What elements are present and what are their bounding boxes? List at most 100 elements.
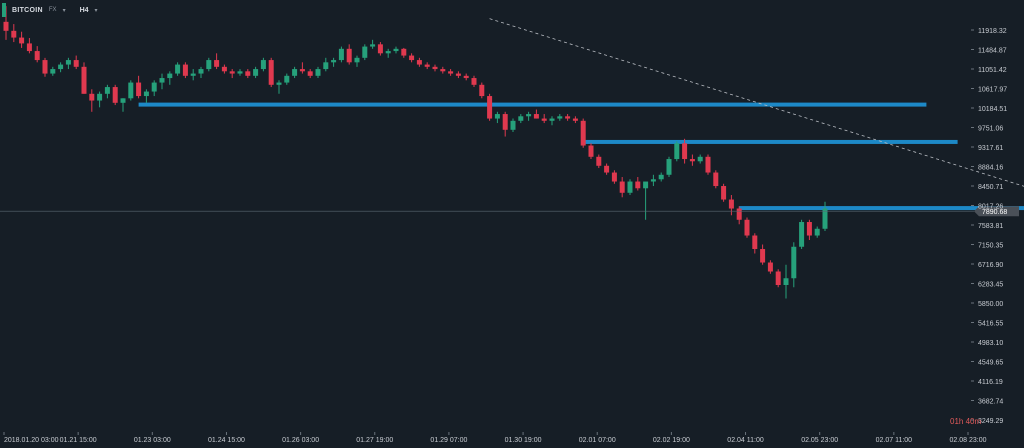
candle-body xyxy=(268,60,274,85)
candle-body xyxy=(26,43,32,52)
bearish-candle xyxy=(611,170,617,184)
bullish-candle xyxy=(338,46,344,63)
bullish-candle xyxy=(143,89,149,103)
candle-body xyxy=(237,71,243,74)
bearish-candle xyxy=(440,66,446,74)
candle-body xyxy=(97,93,103,101)
y-tick-label: 11484.87 xyxy=(978,48,1007,55)
bearish-candle xyxy=(346,44,352,65)
candle-body xyxy=(455,73,461,76)
bearish-candle xyxy=(806,219,812,241)
candle-body xyxy=(611,172,617,182)
symbol-name[interactable]: BITCOIN xyxy=(12,6,43,14)
candle-body xyxy=(253,69,259,76)
bearish-candle xyxy=(541,114,547,124)
bearish-candle xyxy=(19,31,25,48)
y-tick-label: 9317.61 xyxy=(978,145,1003,152)
bullish-candle xyxy=(674,141,680,162)
bullish-candle xyxy=(167,71,173,85)
bullish-candle xyxy=(190,69,196,81)
bullish-candle xyxy=(58,62,64,73)
timeframe-selector[interactable]: H4 xyxy=(79,6,89,14)
candle-body xyxy=(806,222,812,236)
bearish-candle xyxy=(73,55,79,70)
candle-body xyxy=(292,69,298,76)
exchange-dropdown[interactable]: FX xyxy=(48,7,57,13)
candle-body xyxy=(736,208,742,220)
horizontal-level-line[interactable] xyxy=(138,102,927,107)
candle-body xyxy=(783,278,789,286)
candle-body xyxy=(432,66,438,70)
candle-body xyxy=(494,114,500,119)
candle-body xyxy=(245,71,251,76)
bearish-candle xyxy=(455,71,461,79)
y-tick-label: 6716.90 xyxy=(978,262,1003,269)
bearish-candle xyxy=(268,57,274,88)
candle-body xyxy=(643,181,649,189)
candle-body xyxy=(65,60,71,65)
bullish-candle xyxy=(151,80,157,97)
bearish-candle xyxy=(736,206,742,225)
bullish-candle xyxy=(175,62,181,76)
time-axis[interactable]: 2018.01.20 03:00 01.21 15:00 01.23 03:00 01… xyxy=(3,432,987,444)
bearish-candle xyxy=(689,154,695,166)
horizontal-level-line[interactable] xyxy=(739,206,1024,211)
candle-body xyxy=(331,60,337,63)
candle-body xyxy=(198,69,204,74)
candle-body xyxy=(471,78,477,85)
trendline-layer[interactable] xyxy=(489,18,1024,215)
dashed-trendline[interactable] xyxy=(489,18,1024,215)
bullish-candle xyxy=(65,57,71,70)
candle-body xyxy=(362,46,368,58)
y-tick-label: 4116.19 xyxy=(978,379,1003,386)
chevron-down-icon[interactable]: ▾ xyxy=(62,7,66,14)
bullish-candle xyxy=(97,91,103,108)
bearish-candle xyxy=(214,53,220,70)
y-tick-label: 8450.71 xyxy=(978,184,1003,191)
candle-body xyxy=(799,222,805,247)
candle-body xyxy=(588,145,594,157)
x-tick-label: 01.27 19:00 xyxy=(356,437,393,444)
candle-body xyxy=(565,116,571,119)
candle-countdown-timer: 01h 40m xyxy=(950,417,982,426)
chevron-down-icon[interactable]: ▾ xyxy=(94,7,98,14)
candle-body xyxy=(120,98,126,103)
candle-body xyxy=(58,64,64,70)
x-tick-label: 02.08 23:00 xyxy=(950,437,987,444)
bearish-candle xyxy=(572,116,578,124)
candle-body xyxy=(604,165,610,173)
y-tick-label: 7583.81 xyxy=(978,223,1003,230)
bullish-candle xyxy=(814,226,820,238)
candle-body xyxy=(744,219,750,236)
candle-body xyxy=(580,120,586,146)
candle-body xyxy=(658,174,664,180)
y-tick-label: 4983.10 xyxy=(978,340,1003,347)
horizontal-level-line[interactable] xyxy=(583,139,958,144)
current-price-line: 7890.68 xyxy=(0,206,1019,217)
x-tick-label: 01.26 03:00 xyxy=(282,437,319,444)
bearish-candle xyxy=(479,82,485,99)
bearish-candle xyxy=(767,260,773,274)
support-resistance-levels[interactable] xyxy=(138,102,1024,211)
bearish-candle xyxy=(752,233,758,254)
bearish-candle xyxy=(89,89,95,112)
y-tick-label: 11051.42 xyxy=(978,67,1007,74)
bullish-candle xyxy=(120,98,126,112)
candle-body xyxy=(596,156,602,166)
candle-body xyxy=(167,73,173,79)
bullish-candle xyxy=(128,80,134,101)
candle-body xyxy=(315,69,321,76)
candle-body xyxy=(549,118,555,121)
bearish-candle xyxy=(713,170,719,189)
bearish-candle xyxy=(245,69,251,79)
candle-body xyxy=(182,64,188,76)
bullish-candle xyxy=(494,111,500,124)
price-axis[interactable]: 11918.32 11484.87 11051.42 10617.97 10184.51… xyxy=(971,28,1007,425)
bullish-candle xyxy=(666,156,672,178)
bearish-candle xyxy=(401,47,407,58)
candle-body xyxy=(541,118,547,121)
candle-body xyxy=(635,181,641,189)
bearish-candle xyxy=(682,138,688,164)
bearish-candle xyxy=(112,84,118,106)
